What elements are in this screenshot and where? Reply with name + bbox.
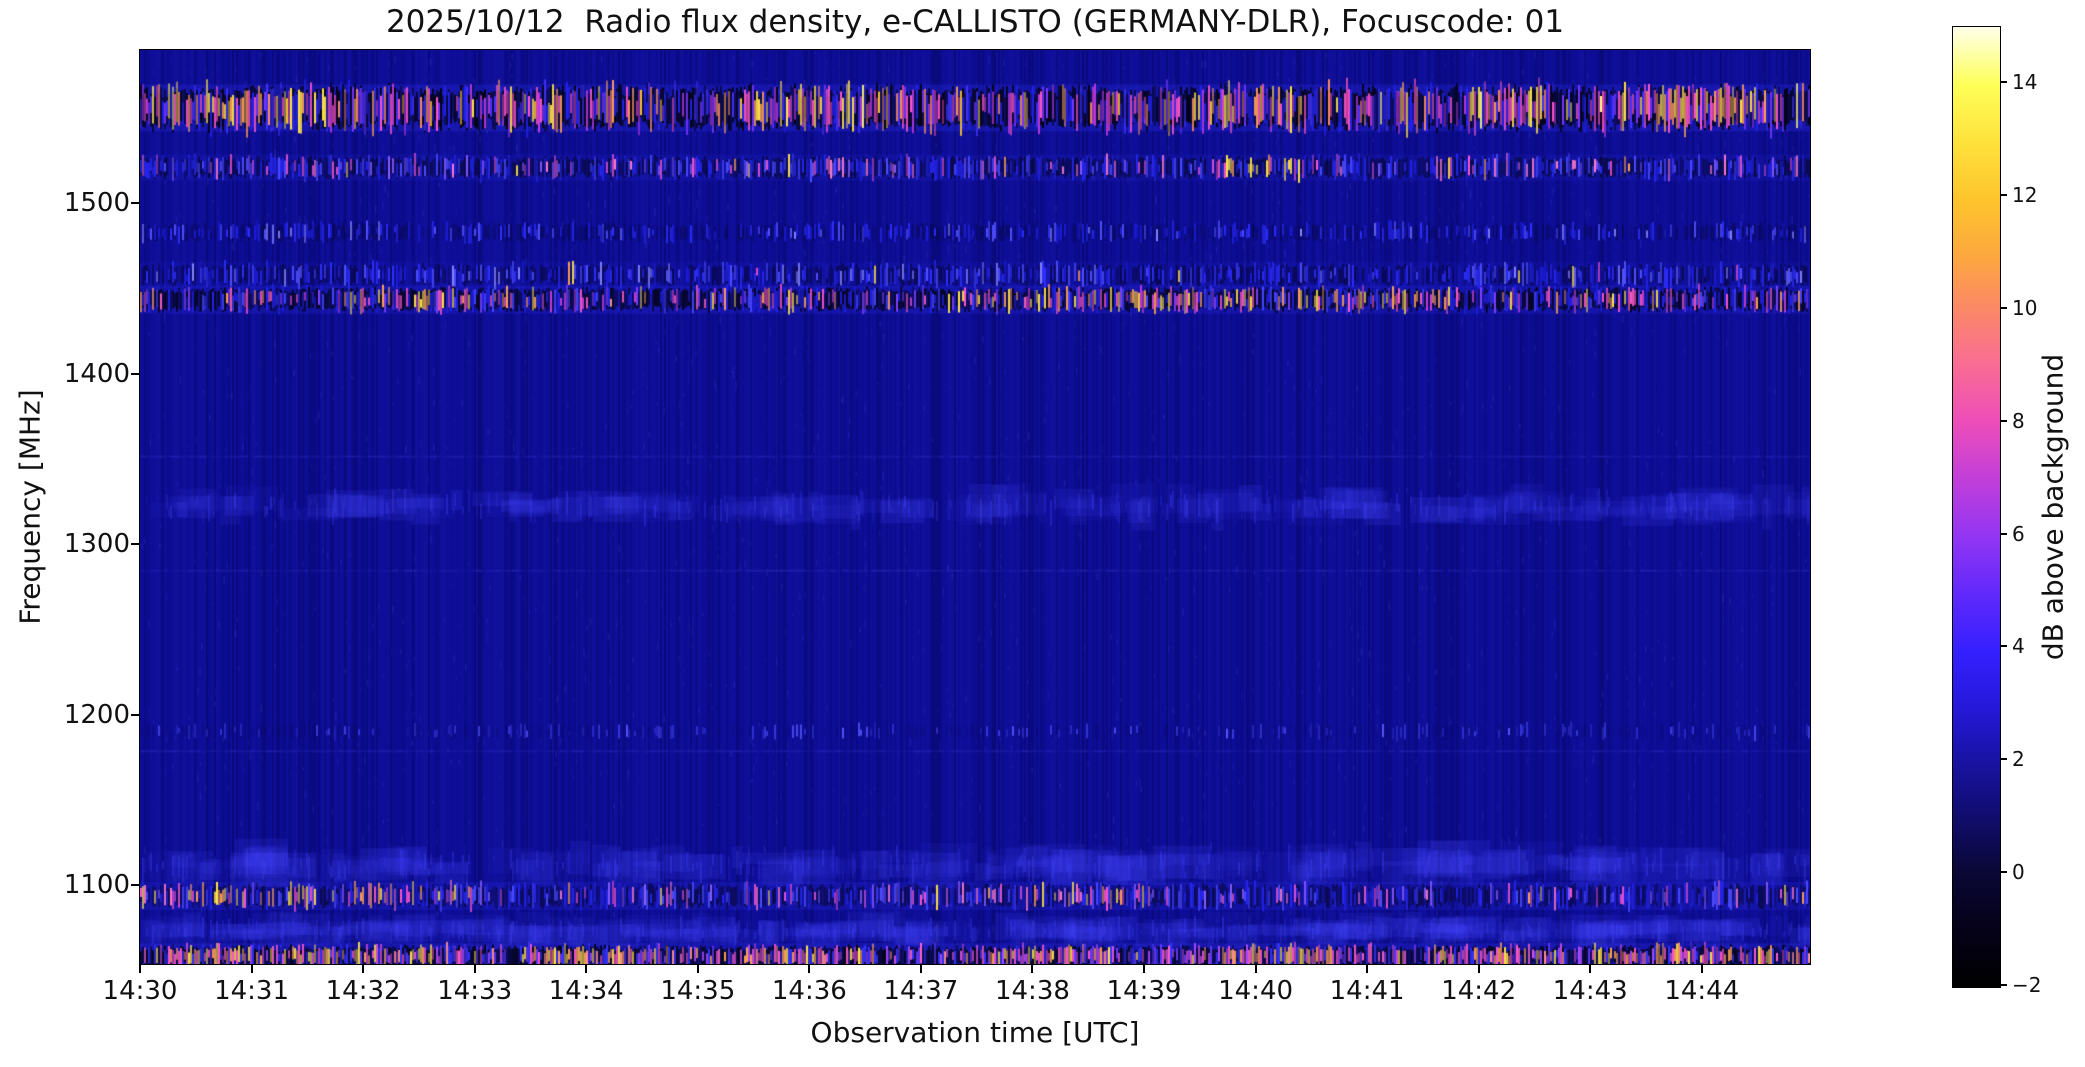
x-tick-label: 14:30 (102, 976, 178, 1006)
x-tick-mark (473, 965, 476, 973)
y-tick-label: 1100 (63, 869, 130, 900)
y-tick-mark (131, 713, 139, 716)
colorbar-tick-mark (2000, 871, 2007, 874)
x-tick-label: 14:31 (214, 976, 290, 1006)
x-tick-label: 14:42 (1441, 976, 1517, 1006)
colorbar-tick-mark (2000, 306, 2007, 309)
y-axis-label: Frequency [MHz] (13, 389, 47, 625)
y-tick-mark (131, 543, 139, 546)
x-tick-mark (585, 965, 588, 973)
x-tick-mark (139, 965, 141, 973)
x-tick-label: 14:37 (883, 976, 959, 1006)
y-tick-mark (131, 372, 139, 375)
x-tick-mark (919, 965, 922, 973)
colorbar-tick-mark (2000, 758, 2007, 761)
x-tick-label: 14:32 (325, 976, 401, 1006)
x-tick-label: 14:36 (771, 976, 847, 1006)
y-tick-label: 1500 (63, 188, 130, 219)
x-tick-mark (1366, 965, 1369, 973)
y-tick-label: 1400 (63, 358, 130, 389)
x-tick-mark (1700, 965, 1703, 973)
x-tick-label: 14:35 (660, 976, 736, 1006)
colorbar-gradient (1953, 27, 2000, 987)
spectrogram-heatmap (140, 50, 1810, 964)
x-tick-mark (808, 965, 811, 973)
colorbar-tick-label: 0 (2012, 860, 2025, 885)
x-tick-mark (362, 965, 365, 973)
colorbar-tick-mark (2000, 984, 2007, 987)
colorbar-tick-label: −2 (2012, 973, 2042, 998)
colorbar-tick-mark (2000, 419, 2007, 422)
colorbar-tick-mark (2000, 193, 2007, 196)
x-tick-label: 14:44 (1664, 976, 1740, 1006)
x-tick-label: 14:33 (437, 976, 513, 1006)
colorbar-tick-mark (2000, 532, 2007, 535)
x-tick-label: 14:41 (1329, 976, 1405, 1006)
x-tick-label: 14:34 (548, 976, 624, 1006)
x-tick-label: 14:40 (1218, 976, 1294, 1006)
x-tick-label: 14:38 (994, 976, 1070, 1006)
colorbar-tick-label: 10 (2012, 295, 2038, 320)
colorbar-tick-label: 4 (2012, 634, 2025, 659)
colorbar-tick-mark (2000, 80, 2007, 83)
y-tick-mark (131, 883, 139, 886)
colorbar-tick-label: 2 (2012, 747, 2025, 772)
colorbar-tick-mark (2000, 645, 2007, 648)
x-tick-label: 14:43 (1552, 976, 1628, 1006)
chart-title: 2025/10/12 Radio flux density, e-CALLIST… (385, 4, 1565, 40)
colorbar-tick-label: 14 (2012, 69, 2038, 94)
colorbar-tick-label: 6 (2012, 521, 2025, 546)
x-tick-mark (1254, 965, 1257, 973)
x-tick-label: 14:39 (1106, 976, 1182, 1006)
y-tick-mark (131, 202, 139, 205)
y-tick-label: 1300 (63, 529, 130, 560)
x-tick-mark (1477, 965, 1480, 973)
x-tick-mark (1031, 965, 1034, 973)
colorbar-label: dB above background (2036, 353, 2070, 661)
y-tick-label: 1200 (63, 699, 130, 730)
x-axis-label: Observation time [UTC] (810, 1016, 1140, 1049)
colorbar-tick-label: 12 (2012, 182, 2038, 207)
x-tick-mark (250, 965, 253, 973)
x-tick-mark (1589, 965, 1592, 973)
colorbar-tick-label: 8 (2012, 408, 2025, 433)
x-tick-mark (1143, 965, 1145, 973)
x-tick-mark (696, 965, 699, 973)
